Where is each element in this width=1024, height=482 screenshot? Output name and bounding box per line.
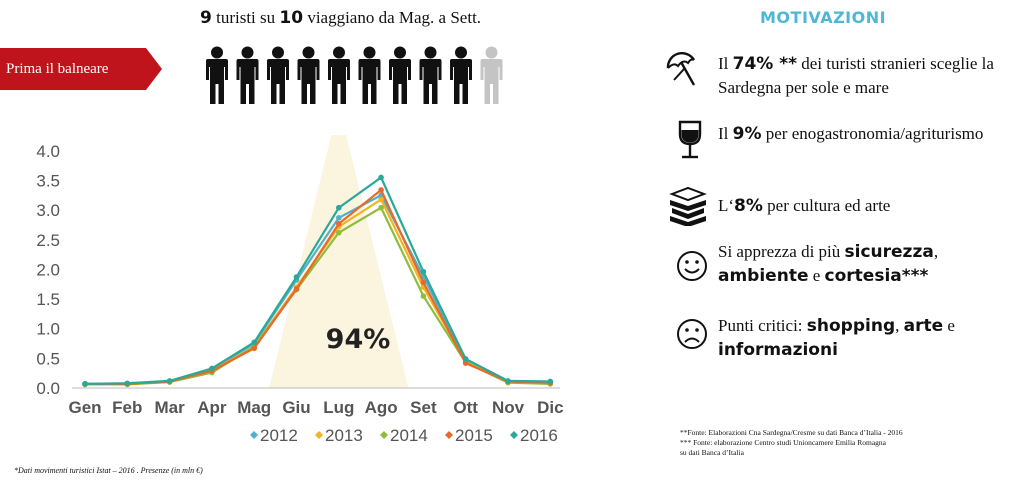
y-tick-label: 0.5	[36, 349, 60, 368]
data-point	[293, 286, 300, 292]
data-point	[378, 174, 384, 181]
motivazione-cultura: L‘8% per cultura ed arte	[718, 196, 891, 216]
banner-label: Prima il balneare	[6, 61, 109, 77]
legend-label: 2016	[520, 426, 558, 445]
legend-item: 2014	[380, 426, 428, 445]
legend-label: 2015	[455, 426, 493, 445]
y-tick-label: 2.0	[36, 260, 60, 279]
motivazione-enogastronomia: Il 9% per enogastronomia/agriturismo	[718, 124, 984, 144]
wine-glass-icon	[678, 120, 702, 159]
x-tick-label: Lug	[323, 398, 354, 417]
headline: 9 turisti su 10 viaggiano da Mag. a Sett…	[200, 8, 482, 28]
data-point	[505, 378, 511, 384]
legend-item: 2012	[250, 426, 298, 445]
y-tick-label: 3.5	[36, 171, 60, 190]
legend-marker	[510, 431, 518, 439]
x-tick-label: Mar	[154, 398, 185, 417]
legend-marker	[250, 431, 258, 439]
data-point	[251, 345, 257, 352]
y-tick-label: 3.0	[36, 201, 60, 220]
data-point	[336, 204, 342, 211]
books-icon	[669, 186, 707, 226]
legend-item: 2013	[315, 426, 363, 445]
highlight-label: 94%	[326, 324, 391, 355]
legend-label: 2012	[260, 426, 298, 445]
x-tick-label: Mag	[237, 398, 271, 417]
data-point	[378, 204, 384, 211]
sad-face-icon	[677, 319, 707, 349]
data-point	[166, 378, 173, 384]
smiley-icon	[677, 251, 707, 281]
person-icon	[297, 46, 320, 104]
motivazione-sole-mare: Il 74% ** dei turisti stranieri sceglie …	[718, 54, 994, 97]
legend-label: 2013	[325, 426, 363, 445]
data-point	[82, 381, 88, 387]
data-point	[462, 360, 469, 366]
y-tick-label: 0.0	[36, 379, 60, 398]
legend-label: 2014	[390, 426, 428, 445]
y-tick-label: 1.0	[36, 320, 60, 339]
people-pictogram	[206, 46, 503, 104]
x-axis: Gen Feb Mar Apr Mag Giu Lug Ago Set Ott Nov Dic	[68, 398, 563, 417]
y-axis: 0.0 0.5 1.0 1.5 2.0 2.5 3.0 3.5 4.0	[36, 142, 60, 398]
motivazioni-title: MOTIVAZIONI	[760, 8, 887, 27]
person-icon	[480, 46, 503, 104]
source-line: **Fonte: Elaborazioni Cna Sardegna/Cresm…	[680, 428, 903, 437]
motivazione-punti-critici: Punti critici: shopping, arte e informaz…	[718, 316, 955, 360]
data-point	[124, 380, 131, 387]
data-point	[378, 196, 384, 203]
x-tick-label: Giu	[282, 398, 310, 417]
x-tick-label: Dic	[537, 398, 563, 417]
data-point	[420, 279, 427, 286]
series-line-2016	[84, 175, 551, 385]
data-point	[336, 215, 342, 221]
person-icon	[206, 46, 228, 104]
highlight-cone	[269, 135, 409, 388]
person-icon	[236, 46, 259, 104]
beach-umbrella-icon	[666, 52, 696, 86]
data-point	[420, 268, 427, 275]
person-icon	[419, 46, 442, 104]
data-point	[336, 220, 342, 227]
person-icon	[267, 46, 289, 104]
motivazione-sicurezza: Si apprezza di più sicurezza, ambiente e…	[718, 242, 939, 286]
data-point	[209, 365, 215, 372]
person-icon	[450, 46, 472, 104]
sources: **Fonte: Elaborazioni Cna Sardegna/Cresm…	[680, 428, 903, 458]
banner-arrow	[0, 48, 162, 90]
x-tick-label: Set	[410, 398, 437, 417]
data-point	[251, 339, 257, 346]
person-icon	[358, 46, 381, 104]
x-tick-label: Nov	[492, 398, 525, 417]
x-tick-label: Ago	[365, 398, 398, 417]
legend: 2012 2013 2014 2015 2016	[250, 426, 558, 445]
x-tick-label: Feb	[112, 398, 142, 417]
x-tick-label: Ott	[453, 398, 478, 417]
person-icon	[328, 46, 350, 104]
series-group	[82, 174, 554, 388]
y-tick-label: 4.0	[36, 142, 60, 161]
person-icon	[389, 46, 411, 104]
x-tick-label: Apr	[197, 398, 227, 417]
x-tick-label: Gen	[68, 398, 101, 417]
legend-marker	[445, 431, 453, 439]
source-line: *** Fonte: elaborazione Centro studi Uni…	[680, 438, 886, 447]
data-point	[336, 229, 342, 236]
legend-marker	[315, 431, 323, 439]
data-point	[378, 187, 384, 193]
data-point	[547, 378, 554, 385]
footnote: *Dati movimenti turistici Istat – 2016 .…	[14, 466, 203, 475]
line-chart: 0.0 0.5 1.0 1.5 2.0 2.5 3.0 3.5 4.0 Gen Feb Mar Apr…	[36, 135, 564, 445]
legend-marker	[380, 431, 388, 439]
data-point	[420, 293, 427, 299]
legend-item: 2015	[445, 426, 493, 445]
legend-item: 2016	[510, 426, 558, 445]
data-point	[293, 274, 300, 280]
y-tick-label: 2.5	[36, 231, 60, 250]
source-line: su dati Banca d’Italia	[680, 448, 744, 457]
y-tick-label: 1.5	[36, 290, 60, 309]
data-point	[462, 356, 469, 362]
